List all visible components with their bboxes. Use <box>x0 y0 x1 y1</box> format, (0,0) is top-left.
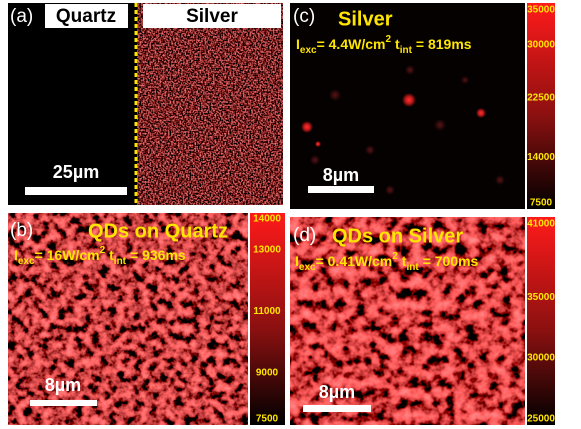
colorbar-tick-label: 7500 <box>256 414 279 425</box>
excitation-part: int <box>400 45 413 56</box>
panel-title: QDs on Silver <box>332 225 463 247</box>
excitation-part: = 700ms <box>423 253 479 269</box>
panel-label: (d) <box>293 225 316 246</box>
panel-label: (a) <box>10 6 33 27</box>
colorbar-tick-label: 35000 <box>527 5 555 16</box>
scale-bar <box>30 400 97 406</box>
colorbar-tick-label: 14000 <box>253 214 281 225</box>
figure: Quartz Silver 25µm (a)(c)SilverIexc= 4.4… <box>0 0 581 429</box>
colorbar-tick-label: 25000 <box>527 414 555 425</box>
scale-bar-label: 8µm <box>319 382 355 402</box>
colorbar-tick-label: 35000 <box>527 292 555 303</box>
excitation-part: 2 <box>392 251 398 262</box>
excitation-part: = 0.41W/cm <box>316 253 393 269</box>
excitation-part: = 936ms <box>130 247 186 263</box>
colorbar-tick-label: 41000 <box>527 219 555 230</box>
silver-noise <box>137 3 283 205</box>
excitation-part: 2 <box>100 245 106 256</box>
excitation-part: int <box>114 256 127 267</box>
scale-bar <box>308 186 374 193</box>
panel-label: (c) <box>293 6 315 27</box>
scale-bar-label: 8µm <box>323 165 359 185</box>
colorbar <box>527 3 555 209</box>
panel-title: Silver <box>338 8 393 30</box>
scale-bar-label: 25µm <box>53 162 99 182</box>
excitation-part: exc <box>18 256 35 267</box>
colorbar-tick-label: 30000 <box>527 353 555 364</box>
panel-label: (b) <box>10 220 33 241</box>
colorbar-tick-label: 9000 <box>256 367 279 378</box>
header: Silver <box>186 6 238 27</box>
scale-bar <box>25 187 127 195</box>
colorbar-tick-label: 13000 <box>253 244 281 255</box>
colorbar <box>527 217 555 425</box>
colorbar-tick-label: 22500 <box>527 92 555 103</box>
excitation-part: exc <box>300 45 317 56</box>
colorbar-tick-label: 11000 <box>253 306 281 317</box>
excitation-part: = 4.4W/cm <box>317 36 386 52</box>
colorbar-tick-label: 14000 <box>527 152 555 163</box>
excitation-part: int <box>406 262 419 273</box>
scale-bar <box>303 405 371 412</box>
excitation-part: = 819ms <box>416 36 472 52</box>
colorbar-tick-label: 7500 <box>530 198 553 209</box>
excitation-part: exc <box>299 262 316 273</box>
scale-bar-label: 8µm <box>45 375 81 395</box>
excitation-part: 2 <box>385 34 391 45</box>
header: Quartz <box>56 6 116 27</box>
excitation-part: = 16W/cm <box>35 247 100 263</box>
colorbar-tick-label: 30000 <box>527 40 555 51</box>
panel-title: QDs on Quartz <box>88 220 228 242</box>
